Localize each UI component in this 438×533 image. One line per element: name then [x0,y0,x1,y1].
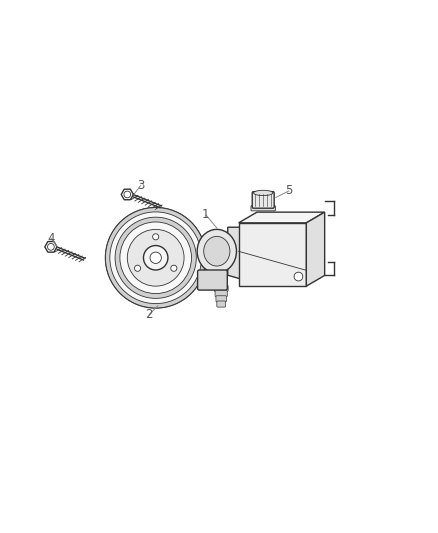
Polygon shape [306,212,325,286]
Circle shape [110,212,201,304]
FancyBboxPatch shape [214,285,228,292]
Text: 2: 2 [145,308,153,321]
Polygon shape [239,223,306,286]
Circle shape [48,244,54,250]
Text: 4: 4 [47,232,55,245]
Ellipse shape [254,190,273,196]
Circle shape [152,234,159,240]
Circle shape [106,207,206,308]
Polygon shape [228,227,252,280]
Circle shape [106,207,206,308]
FancyBboxPatch shape [215,290,227,297]
Ellipse shape [197,229,237,273]
Circle shape [171,265,177,271]
Circle shape [294,272,303,281]
Text: 1: 1 [202,208,210,222]
Circle shape [144,246,168,270]
Text: 3: 3 [137,179,144,192]
Circle shape [150,252,161,263]
Polygon shape [230,227,243,252]
FancyBboxPatch shape [216,296,226,302]
FancyBboxPatch shape [251,206,276,211]
Polygon shape [239,212,325,223]
FancyBboxPatch shape [252,192,274,208]
FancyBboxPatch shape [198,270,227,290]
Ellipse shape [204,236,230,266]
Text: 5: 5 [285,184,293,197]
Circle shape [124,191,131,198]
Polygon shape [45,241,57,252]
Circle shape [134,265,141,271]
Circle shape [120,222,191,294]
FancyBboxPatch shape [217,301,226,307]
Circle shape [115,217,196,298]
Circle shape [127,229,184,286]
Polygon shape [121,189,134,200]
